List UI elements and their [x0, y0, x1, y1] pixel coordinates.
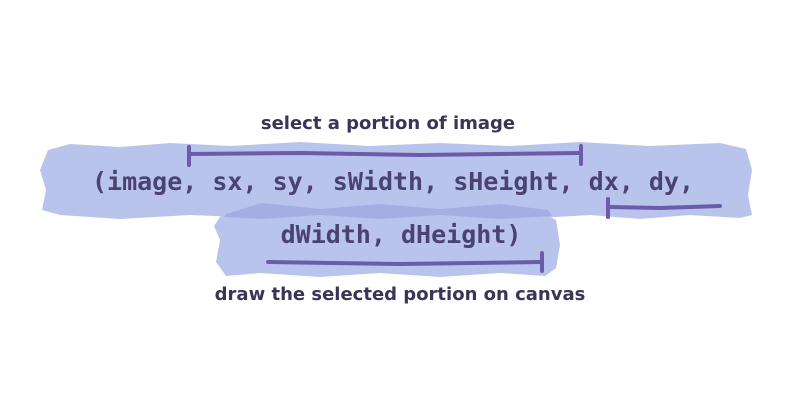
source-bracket [187, 144, 583, 167]
dest-size-bracket [266, 251, 544, 273]
highlight-line-1 [40, 142, 752, 219]
drawimage-args-line-2: dWidth, dHeight) [280, 220, 522, 249]
highlight-overlap [224, 203, 552, 219]
select-portion-label: select a portion of image [260, 113, 516, 134]
dest-xy-bracket [606, 197, 722, 219]
draw-portion-label: draw the selected portion on canvas [214, 284, 586, 305]
highlight-line-2 [214, 209, 560, 277]
drawimage-args-line-1: (image, sx, sy, sWidth, sHeight, dx, dy, [91, 167, 695, 196]
